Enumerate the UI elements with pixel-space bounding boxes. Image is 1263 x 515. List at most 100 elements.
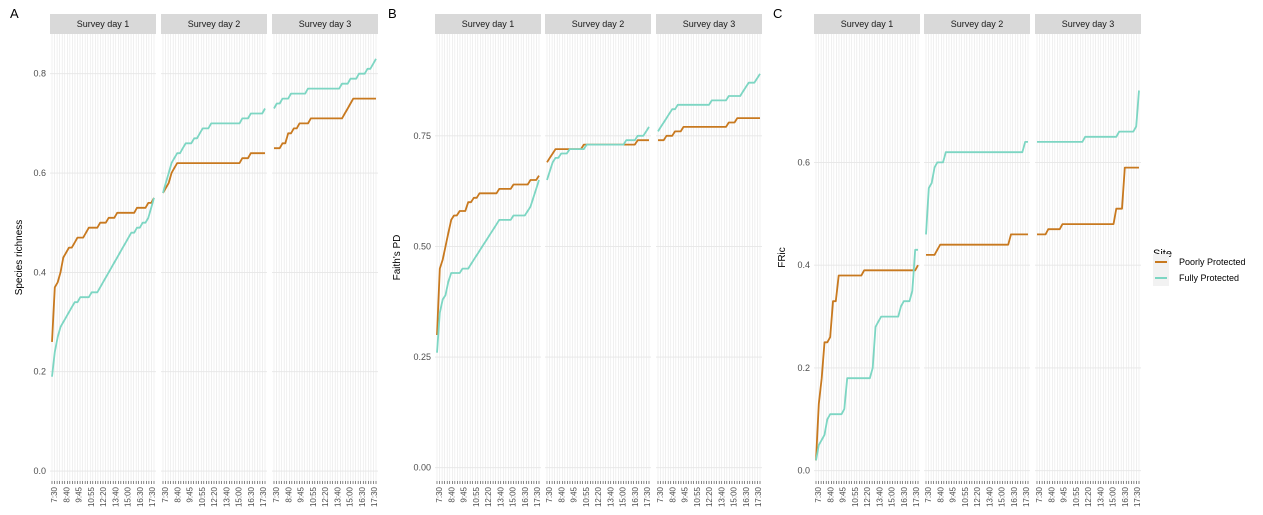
y-tick-label: 0.8 (33, 69, 46, 79)
x-tick-label: 10:55 (961, 486, 970, 507)
x-tick-label: 15:00 (509, 486, 518, 507)
x-tick-label: 9:45 (570, 486, 579, 502)
x-tick-label: 8:40 (557, 486, 566, 502)
x-tick-label: 16:30 (136, 486, 145, 507)
x-tick-label: 8:40 (62, 486, 71, 502)
x-tick-label: 16:30 (358, 486, 367, 507)
facet-strip-label: Survey day 1 (77, 19, 130, 29)
y-tick-label: 0.25 (413, 352, 431, 362)
x-tick-label: 12:20 (594, 486, 603, 507)
series-line-poorly-protected (51, 197, 155, 342)
x-tick-label: 16:30 (247, 486, 256, 507)
facet-survey-day-3: Survey day 3 7:30 8:40 9:45 10:55 12:20 13:40 1… (272, 14, 379, 507)
series-line-fully-protected (51, 197, 155, 377)
x-tick-label: 9:45 (460, 486, 469, 502)
panel-letter: B (388, 6, 397, 21)
x-tick-label: 17:30 (912, 486, 921, 507)
x-tick-label: 7:30 (545, 486, 554, 502)
legend-entry-poorly-protected: Poorly Protected (1153, 254, 1246, 270)
x-tick-label: 15:00 (346, 486, 355, 507)
series-line-fully-protected (546, 126, 650, 181)
x-tick-label: 8:40 (668, 486, 677, 502)
x-tick-label: 17:30 (370, 486, 379, 507)
facet-strip (435, 14, 541, 34)
x-tick-label: 12:20 (321, 486, 330, 507)
x-tick-label: 15:00 (1109, 486, 1118, 507)
x-tick-label: 12:20 (705, 486, 714, 507)
y-tick-label: 0.00 (413, 463, 431, 473)
x-tick-label: 17:30 (643, 486, 652, 507)
x-tick-label: 16:30 (631, 486, 640, 507)
x-tick-label: 16:30 (521, 486, 530, 507)
series-line-poorly-protected (436, 175, 540, 336)
x-tick-label: 8:40 (173, 486, 182, 502)
x-tick-label: 13:40 (222, 486, 231, 507)
y-tick-label: 0.4 (33, 267, 46, 277)
facet-strip (656, 14, 762, 34)
x-tick-label: 12:20 (1084, 486, 1093, 507)
facet-survey-day-2: Survey day 2 7:30 8:40 9:45 10:55 12:20 13:40 1… (161, 14, 268, 507)
x-tick-label: 15:00 (124, 486, 133, 507)
x-tick-label: 10:55 (87, 486, 96, 507)
series-line-fully-protected (815, 248, 918, 461)
y-tick-label: 0.6 (797, 157, 810, 167)
x-tick-label: 10:55 (309, 486, 318, 507)
facet-strip (814, 14, 920, 34)
x-tick-label: 12:20 (484, 486, 493, 507)
x-tick-label: 12:20 (210, 486, 219, 507)
x-tick-label: 13:40 (717, 486, 726, 507)
x-tick-label: 7:30 (161, 486, 170, 502)
legend-label-fully-protected: Fully Protected (1179, 273, 1239, 283)
facet-strip (50, 14, 156, 34)
facet-strip (272, 14, 378, 34)
facet-strip (161, 14, 267, 34)
x-tick-label: 9:45 (839, 486, 848, 502)
series-line-poorly-protected (815, 264, 919, 461)
series-line-fully-protected (1037, 90, 1140, 143)
series-line-fully-protected (273, 58, 377, 109)
x-tick-label: 15:00 (888, 486, 897, 507)
panel-b: B Faith's PD 0.00 0.25 0.50 0.75 Survey day 1 7… (388, 6, 763, 507)
x-tick-label: 17:30 (754, 486, 763, 507)
x-tick-label: 13:40 (111, 486, 120, 507)
x-tick-label: 8:40 (936, 486, 945, 502)
series-line-fully-protected (925, 140, 1028, 235)
panel-letter: A (10, 6, 19, 21)
x-tick-label: 17:30 (148, 486, 157, 507)
facet-strip (545, 14, 651, 34)
x-tick-label: 8:40 (284, 486, 293, 502)
series-line-poorly-protected (1037, 166, 1139, 236)
x-tick-label: 10:55 (472, 486, 481, 507)
y-axis-label: Species richness (14, 220, 25, 296)
x-tick-label: 15:00 (998, 486, 1007, 507)
facet-survey-day-1: Survey day 1 7:30 8:40 9:45 10:55 12:20 13:40 1… (435, 14, 542, 507)
x-tick-label: 9:45 (297, 486, 306, 502)
facet-strip (924, 14, 1030, 34)
facet-strip-label: Survey day 2 (951, 19, 1004, 29)
y-tick-label: 0.2 (33, 367, 46, 377)
x-tick-label: 7:30 (272, 486, 281, 502)
x-tick-label: 10:55 (198, 486, 207, 507)
x-tick-label: 9:45 (681, 486, 690, 502)
x-tick-label: 8:40 (447, 486, 456, 502)
facet-strip-label: Survey day 3 (683, 19, 736, 29)
legend-label-poorly-protected: Poorly Protected (1179, 257, 1246, 267)
x-tick-label: 9:45 (186, 486, 195, 502)
series-line-poorly-protected (658, 117, 760, 142)
x-tick-label: 13:40 (606, 486, 615, 507)
facet-strip-label: Survey day 2 (188, 19, 241, 29)
series-line-fully-protected (657, 73, 761, 132)
x-tick-label: 8:40 (826, 486, 835, 502)
x-tick-label: 7:30 (814, 486, 823, 502)
x-tick-label: 9:45 (75, 486, 84, 502)
x-tick-label: 16:30 (1121, 486, 1130, 507)
y-tick-label: 0.0 (33, 466, 46, 476)
y-tick-label: 0.0 (797, 466, 810, 476)
x-tick-label: 13:40 (985, 486, 994, 507)
facet-strip-label: Survey day 3 (1062, 19, 1115, 29)
y-axis-label: FRic (777, 247, 788, 268)
x-tick-label: 7:30 (656, 486, 665, 502)
x-tick-label: 12:20 (99, 486, 108, 507)
